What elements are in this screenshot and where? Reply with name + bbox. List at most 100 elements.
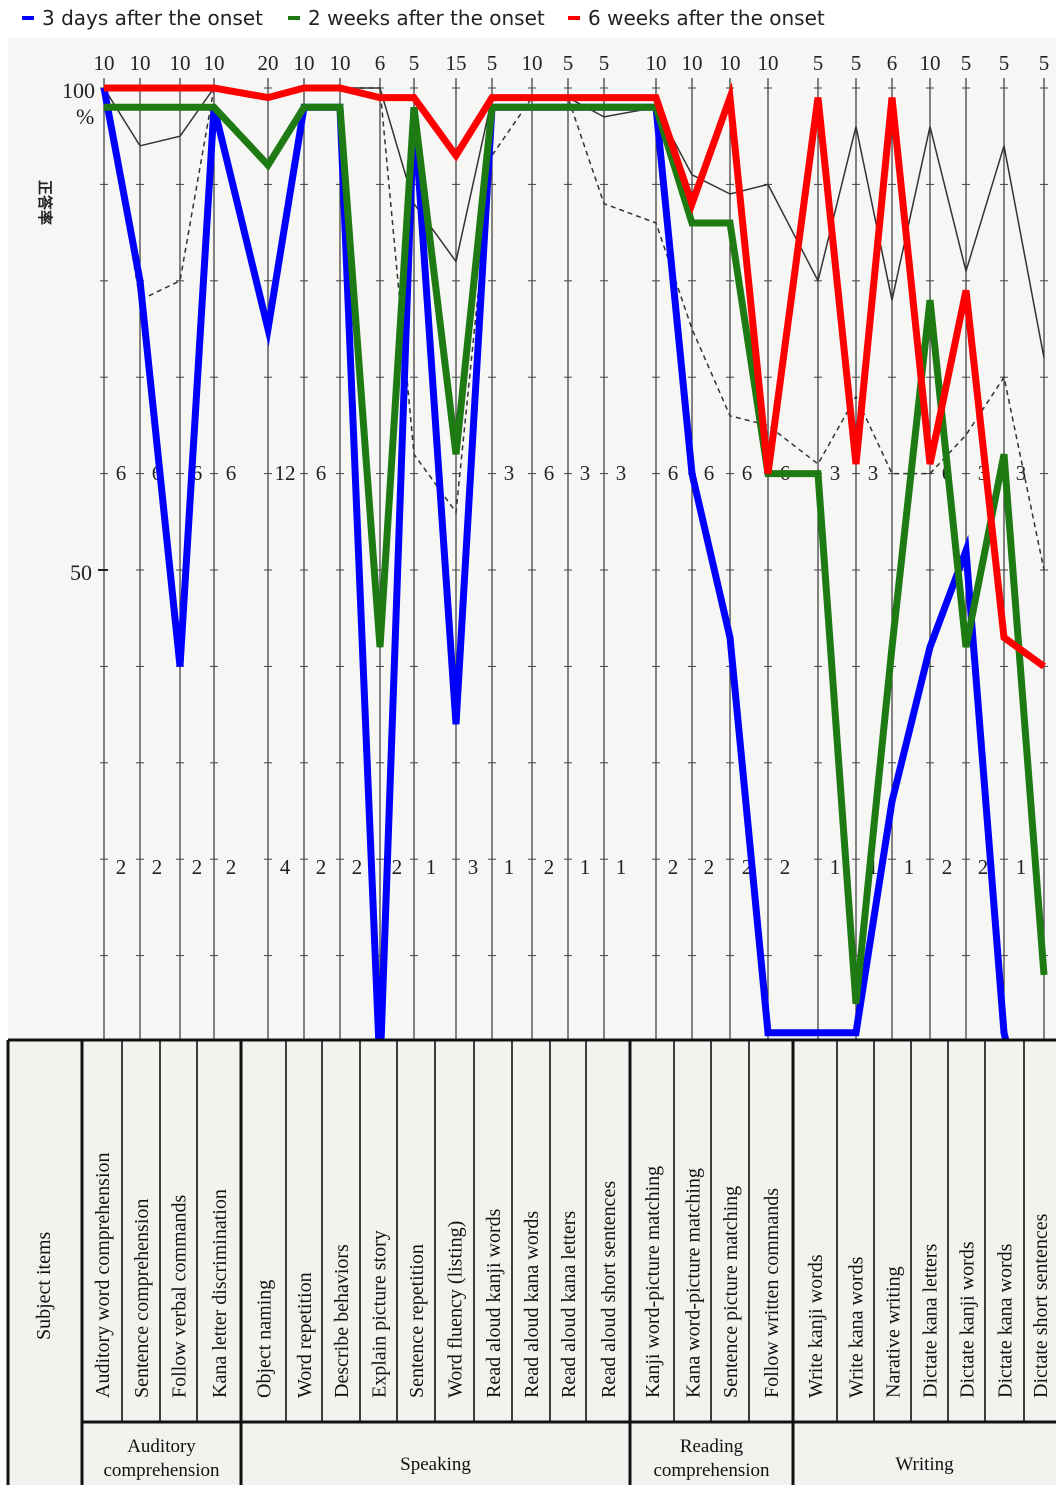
max-point-label: 6: [375, 51, 386, 75]
series-point: [413, 96, 415, 99]
series-point: [267, 96, 269, 99]
subject-item-label: Kana word-picture matching: [683, 1168, 705, 1398]
max-point-label: 20: [258, 51, 279, 75]
series-point: [303, 87, 305, 89]
mid-point-label: 6: [116, 461, 127, 485]
series-point: [303, 106, 305, 109]
subject-item-label: Write kana words: [846, 1256, 868, 1398]
max-point-label: 5: [599, 51, 610, 75]
series-point: [139, 280, 141, 282]
series-point: [567, 106, 569, 109]
max-point-label: 5: [851, 51, 862, 75]
series-point: [729, 636, 731, 639]
subject-item-label: Follow verbal commands: [169, 1194, 191, 1398]
max-point-label: 5: [563, 51, 574, 75]
series-point: [603, 96, 605, 99]
subject-item-label: Word fluency (listing): [445, 1221, 467, 1398]
series-point: [1003, 453, 1005, 456]
y-axis: 正答率 100% 50: [36, 78, 95, 585]
mid-point-label: 3: [868, 461, 879, 485]
series-point: [531, 106, 533, 109]
low-point-label: 2: [392, 855, 403, 879]
series-point: [965, 289, 967, 292]
legend-swatch: [568, 16, 580, 20]
subject-item-label: Object naming: [254, 1280, 276, 1398]
series-point: [567, 96, 569, 99]
series-point: [691, 202, 693, 205]
low-point-label: 2: [544, 855, 555, 879]
series-point: [855, 463, 857, 465]
table-header: Subject items: [33, 1231, 55, 1340]
mid-point-label: 6: [704, 461, 715, 485]
category-label-line: Auditory: [127, 1436, 196, 1457]
legend-label: 6 weeks after the onset: [588, 6, 825, 30]
max-point-label: 5: [813, 51, 824, 75]
series-point: [817, 96, 819, 99]
legend-swatch: [22, 16, 34, 20]
subject-item-label: Word repetition: [294, 1272, 316, 1398]
mid-point-label: 6: [544, 461, 555, 485]
max-point-label: 10: [682, 51, 703, 75]
low-point-label: 1: [830, 855, 841, 879]
subject-item-label: Sentence repetition: [406, 1244, 428, 1398]
y-tick-label: 100: [62, 78, 95, 103]
mid-point-label: 3: [580, 461, 591, 485]
mid-point-label: 6: [668, 461, 679, 485]
series-point: [103, 106, 105, 109]
max-point-label: 10: [758, 51, 779, 75]
series-point: [655, 96, 657, 99]
y-axis-label: 正答率: [36, 180, 54, 225]
max-point-label: 6: [887, 51, 898, 75]
mid-point-label: 12: [275, 461, 296, 485]
y-unit-label: %: [76, 104, 94, 129]
subject-item-label: Explain picture story: [369, 1230, 391, 1398]
mid-point-label: 6: [192, 461, 203, 485]
low-point-label: 2: [978, 855, 989, 879]
mid-point-label: 3: [1016, 461, 1027, 485]
low-point-label: 1: [580, 855, 591, 879]
subject-item-label: Dictate kanji words: [957, 1241, 979, 1398]
subject-item-label: Auditory word comprehension: [92, 1152, 114, 1398]
series-point: [491, 96, 493, 99]
series-point: [603, 106, 605, 109]
legend-item: 3 days after the onset: [22, 6, 263, 30]
series-point: [1043, 665, 1045, 668]
series-point: [379, 646, 381, 648]
max-point-label: 5: [409, 51, 420, 75]
series-point: [1043, 974, 1045, 976]
mid-point-label: 6: [316, 461, 327, 485]
max-point-label: 10: [646, 51, 667, 75]
mid-point-label: 3: [830, 461, 841, 485]
series-point: [531, 96, 533, 99]
max-point-label: 5: [961, 51, 972, 75]
max-point-label: 10: [920, 51, 941, 75]
legend-label: 2 weeks after the onset: [308, 6, 545, 30]
legend-item: 2 weeks after the onset: [288, 6, 545, 30]
series-point: [691, 472, 693, 475]
subject-item-label: Read aloud kanji words: [483, 1208, 505, 1398]
series-point: [103, 87, 105, 89]
legend-label: 3 days after the onset: [42, 6, 263, 30]
max-point-label: 10: [330, 51, 351, 75]
low-point-label: 1: [904, 855, 915, 879]
max-point-label: 5: [487, 51, 498, 75]
series-point: [891, 96, 893, 99]
series: [100, 81, 1048, 1198]
legend-swatch: [288, 16, 300, 20]
series-point: [817, 472, 819, 475]
subject-item-label: Dictate short sentences: [1030, 1213, 1052, 1398]
table-background: [8, 1040, 1056, 1485]
low-point-label: 4: [280, 855, 291, 879]
subject-item-label: Dictate kana letters: [920, 1243, 942, 1398]
subject-item-label: Write kanji words: [805, 1254, 827, 1398]
series-point: [855, 1031, 857, 1034]
category-label-line: comprehension: [103, 1460, 220, 1481]
series-point: [817, 1031, 819, 1034]
low-point-label: 2: [192, 855, 203, 879]
low-point-label: 2: [942, 855, 953, 879]
series-point: [213, 106, 215, 109]
series-point: [929, 299, 931, 301]
low-point-label: 1: [504, 855, 515, 879]
category-label-line: Reading: [680, 1436, 744, 1457]
low-point-label: 2: [316, 855, 327, 879]
